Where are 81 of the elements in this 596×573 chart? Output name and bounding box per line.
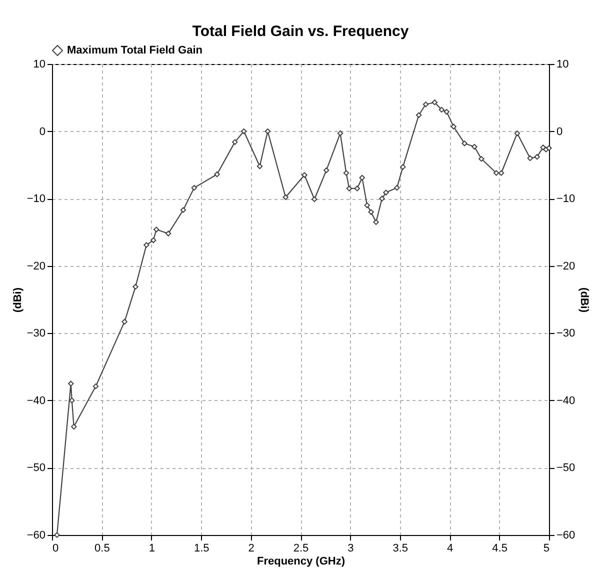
point <box>154 226 160 232</box>
point <box>394 184 400 191</box>
y2-tick-label: −30 <box>556 328 576 340</box>
y-tick-label: −60 <box>26 530 46 542</box>
point <box>191 184 197 191</box>
point <box>343 170 350 176</box>
y2-tick-label: 10 <box>556 58 569 70</box>
point <box>422 102 429 108</box>
x-tick-label: 3.5 <box>392 542 408 554</box>
point <box>444 108 450 115</box>
y2-tick-label: −20 <box>556 260 576 272</box>
chart-title: Total Field Gain vs. Frequency <box>192 23 410 40</box>
point <box>240 128 247 134</box>
y2-tick-label: −60 <box>556 530 576 542</box>
point <box>165 230 172 236</box>
y-tick-label: −30 <box>26 328 46 340</box>
y-tick-label: −20 <box>26 260 46 272</box>
point <box>546 145 552 151</box>
point <box>256 163 263 170</box>
y2-tick-label: −40 <box>556 394 576 407</box>
y-tick-label: 0 <box>39 126 46 138</box>
x-tick-label: 1.5 <box>194 542 210 554</box>
y-tick-label: 10 <box>33 58 46 70</box>
point <box>71 424 77 430</box>
point <box>472 144 478 150</box>
point <box>354 186 360 192</box>
point <box>68 380 74 386</box>
point <box>232 139 238 145</box>
point <box>400 164 406 170</box>
point <box>498 170 504 176</box>
point <box>122 318 128 325</box>
point <box>462 140 468 146</box>
x-tick-label: 2 <box>248 542 254 554</box>
x-tick-label: 0 <box>52 542 59 554</box>
point <box>527 155 533 162</box>
point <box>54 532 60 538</box>
point <box>92 383 99 390</box>
point <box>324 167 330 174</box>
x-tick-label: 4 <box>447 542 454 554</box>
x-tick-label: 1 <box>148 542 155 554</box>
x-tick-label: 3 <box>348 542 354 554</box>
y2-tick-label: 0 <box>556 126 563 138</box>
point <box>264 128 271 134</box>
point <box>432 100 438 106</box>
point <box>346 186 352 192</box>
point <box>416 112 422 118</box>
point <box>368 209 374 215</box>
point <box>337 130 344 136</box>
y-tick-label: −10 <box>26 193 46 206</box>
point <box>373 219 379 225</box>
point <box>132 284 138 290</box>
x-tick-label: 5 <box>543 542 550 554</box>
point <box>359 174 365 181</box>
point <box>534 154 540 160</box>
point <box>478 156 484 162</box>
point <box>514 130 520 136</box>
point <box>150 237 156 244</box>
point <box>493 170 500 176</box>
y-axis-title: (dBi) <box>12 287 24 313</box>
point <box>144 242 150 248</box>
point <box>302 172 308 178</box>
point <box>379 196 385 202</box>
x-axis-title: Frequency (GHz) <box>256 556 346 568</box>
point <box>312 196 318 202</box>
point <box>364 202 370 208</box>
x-tick-label: 2.5 <box>293 542 309 554</box>
y2-tick-label: −50 <box>556 462 576 474</box>
point <box>383 190 389 196</box>
x-tick-label: 0.5 <box>94 542 110 554</box>
y2-axis-title: (dBi) <box>578 287 590 313</box>
point <box>282 194 288 200</box>
point <box>69 398 75 404</box>
x-tick-label: 4.5 <box>492 542 508 554</box>
point <box>438 106 444 113</box>
y-tick-label: −40 <box>26 394 46 407</box>
point <box>180 207 186 213</box>
y2-tick-label: −10 <box>556 193 576 206</box>
legend-label: Maximum Total Field Gain <box>67 44 203 56</box>
point <box>214 172 220 178</box>
point <box>450 124 456 130</box>
y-tick-label: −50 <box>26 462 46 474</box>
